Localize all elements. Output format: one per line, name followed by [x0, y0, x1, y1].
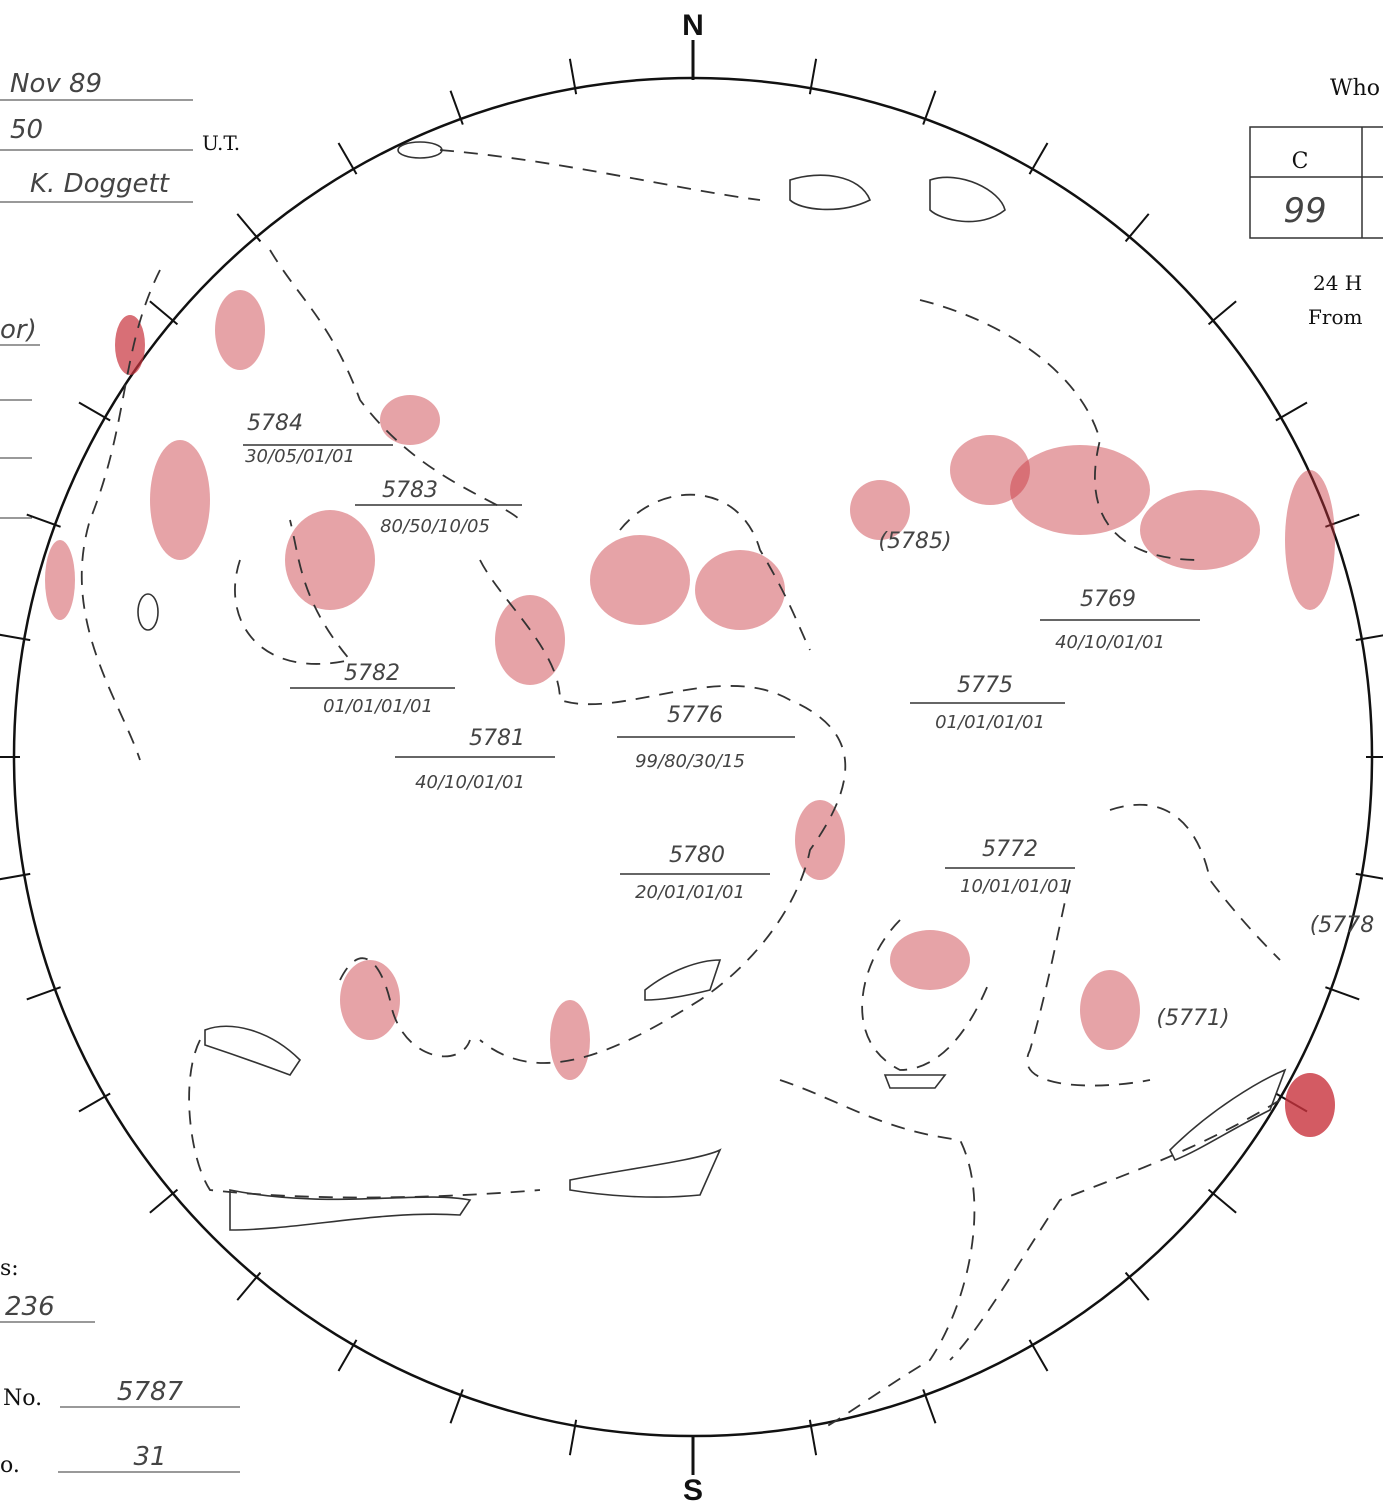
north: N — [682, 9, 704, 42]
region-class: 10/01/01/01 — [960, 876, 1070, 897]
time-unit: U.T. — [202, 131, 240, 155]
tick — [1028, 142, 1049, 175]
region-class: 40/10/01/01 — [1055, 632, 1165, 653]
tick — [337, 142, 358, 175]
south: S — [683, 1474, 703, 1505]
footer-value: 236 — [5, 1292, 55, 1322]
region-number: (5785) — [878, 529, 951, 554]
region-number: 5776 — [667, 703, 723, 728]
footer: s: 236 No. 5787 o. 31 — [0, 1256, 240, 1478]
region-number: 5769 — [1080, 587, 1136, 612]
region-number: 5782 — [344, 661, 400, 686]
top-right-label: Who — [1330, 76, 1380, 101]
region-number: 5781 — [469, 726, 525, 751]
region-class: 80/50/10/05 — [380, 516, 490, 537]
tick — [1124, 213, 1150, 243]
footer-label: No. — [3, 1386, 42, 1411]
table-value: 99 — [1283, 191, 1326, 231]
table: C 99 24 H From — [1249, 126, 1383, 329]
tick — [78, 401, 111, 422]
note: or) — [0, 315, 37, 345]
region-number: 5780 — [669, 843, 725, 868]
region-class: 20/01/01/01 — [635, 882, 745, 903]
time: 50 — [10, 115, 43, 145]
region-number: (5778 — [1310, 913, 1375, 938]
tick — [236, 213, 262, 243]
tick — [922, 90, 937, 125]
tick — [1325, 513, 1360, 528]
region-class: 99/80/30/15 — [635, 751, 745, 772]
tick — [449, 1389, 464, 1424]
tick — [1275, 401, 1308, 422]
footer-label: s: — [0, 1256, 19, 1281]
region-class: 40/10/01/01 — [415, 772, 525, 793]
region-number: 5775 — [957, 673, 1013, 698]
tick — [26, 513, 61, 528]
tick — [1325, 986, 1360, 1001]
right-note: From — [1308, 305, 1362, 329]
footer-value: 31 — [133, 1442, 166, 1472]
tick — [1355, 872, 1383, 880]
tick — [1207, 300, 1237, 326]
tick — [568, 1419, 578, 1456]
table-header: C — [1292, 149, 1309, 174]
tick — [337, 1339, 358, 1372]
tick — [149, 300, 179, 326]
region-class: 01/01/01/01 — [323, 696, 433, 717]
tick — [1124, 1271, 1150, 1301]
region-number: 5784 — [247, 411, 303, 436]
filaments — [80, 141, 1287, 1431]
region-labels: 5784 30/05/01/01 5783 80/50/10/05 (5785) 5769… — [243, 411, 1374, 1031]
tick — [149, 1188, 179, 1214]
footer-label: o. — [0, 1453, 20, 1478]
tick — [1207, 1188, 1237, 1214]
header: Nov 89 50 U.T. K. Doggett or) Who N S — [0, 9, 1380, 1505]
region-class: 01/01/01/01 — [935, 712, 1045, 733]
observer: K. Doggett — [30, 169, 170, 199]
region-number: 5783 — [382, 478, 438, 503]
tick — [808, 58, 818, 95]
tick — [78, 1092, 111, 1113]
tick — [0, 872, 31, 881]
date: Nov 89 — [10, 69, 102, 99]
right-note: 24 H — [1313, 271, 1362, 295]
tick — [808, 1419, 818, 1456]
footer-value: 5787 — [117, 1377, 184, 1407]
tick — [568, 58, 578, 95]
tick — [1355, 634, 1383, 642]
tick — [922, 1389, 937, 1424]
region-class: 30/05/01/01 — [245, 446, 355, 467]
tick — [1028, 1339, 1049, 1372]
tick — [26, 986, 61, 1001]
tick — [449, 90, 464, 125]
region-number: (5771) — [1156, 1006, 1229, 1031]
tick — [236, 1271, 262, 1301]
spots — [45, 290, 1335, 1137]
tick — [0, 633, 31, 642]
region-number: 5772 — [982, 837, 1038, 862]
